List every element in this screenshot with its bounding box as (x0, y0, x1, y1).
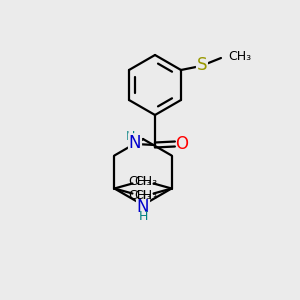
Text: CH₃: CH₃ (134, 189, 158, 202)
Text: N: N (137, 198, 149, 216)
Text: CH₃: CH₃ (228, 50, 251, 62)
Text: O: O (176, 135, 188, 153)
Text: S: S (197, 56, 207, 74)
Text: H: H (125, 130, 135, 142)
Text: N: N (129, 134, 141, 152)
Text: CH₃: CH₃ (128, 175, 152, 188)
Text: H: H (138, 209, 148, 223)
Text: CH₃: CH₃ (134, 175, 158, 188)
Text: CH₃: CH₃ (128, 189, 152, 202)
